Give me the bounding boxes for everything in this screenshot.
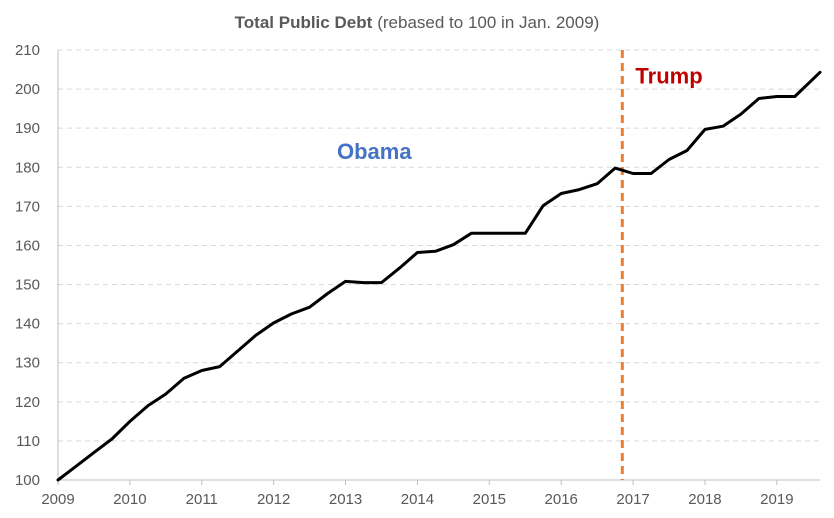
annotation-trump: Trump <box>635 63 702 88</box>
y-tick-label: 160 <box>15 237 40 254</box>
x-tick-label: 2011 <box>186 491 218 508</box>
series-line-debt <box>56 70 822 482</box>
x-tick-label: 2015 <box>473 491 506 508</box>
annotation-obama: Obama <box>337 139 412 164</box>
series-layer <box>56 70 822 482</box>
y-axis-ticks: 100 110 120 130 140 150 160 170 180 190 200 210 <box>15 42 40 489</box>
y-tick-label: 120 <box>15 394 40 411</box>
x-tick-label: 2010 <box>113 491 146 508</box>
axis-layer <box>57 50 820 481</box>
x-tick-label: 2014 <box>401 491 434 508</box>
x-axis-ticks: 2009 2010 2011 2012 2013 2014 2015 2016 2017 2018… <box>41 480 794 508</box>
x-tick-label: 2018 <box>688 491 721 508</box>
y-tick-label: 190 <box>15 120 40 137</box>
x-tick-label: 2013 <box>329 491 362 508</box>
y-tick-label: 100 <box>15 472 40 489</box>
y-tick-label: 130 <box>15 355 40 372</box>
x-tick-label: 2017 <box>616 491 649 508</box>
chart-title-rest: (rebased to 100 in Jan. 2009) <box>377 13 599 32</box>
x-tick-label: 2009 <box>41 491 74 508</box>
annotation-layer: Obama Trump <box>337 63 703 163</box>
chart-title-bold: Total Public Debt <box>235 13 373 32</box>
y-tick-label: 110 <box>16 433 40 450</box>
y-tick-label: 180 <box>15 159 40 176</box>
x-tick-label: 2019 <box>760 491 793 508</box>
x-tick-label: 2016 <box>545 491 578 508</box>
y-tick-label: 150 <box>15 277 40 294</box>
y-tick-label: 140 <box>15 316 40 333</box>
y-tick-label: 170 <box>15 198 40 215</box>
chart-title: Total Public Debt (rebased to 100 in Jan.… <box>235 13 600 32</box>
y-tick-label: 210 <box>15 42 40 59</box>
y-tick-label: 200 <box>15 81 40 98</box>
x-tick-label: 2012 <box>257 491 290 508</box>
grid-layer <box>58 49 820 442</box>
